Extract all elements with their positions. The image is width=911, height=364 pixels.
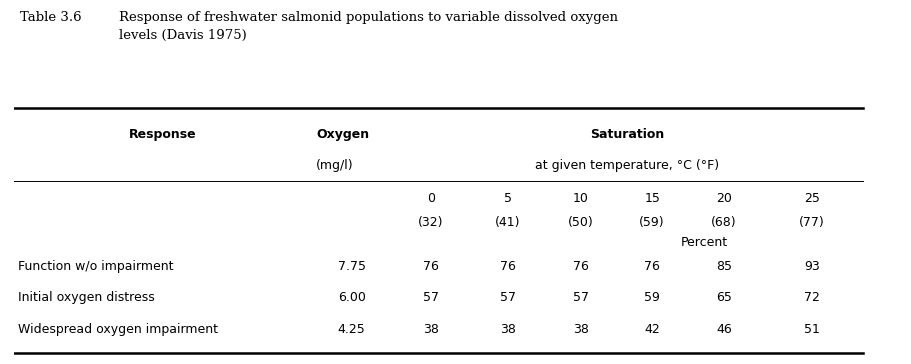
Text: 76: 76: [499, 260, 515, 273]
Text: (77): (77): [798, 215, 824, 229]
Text: 0: 0: [426, 192, 435, 205]
Text: Oxygen: Oxygen: [316, 128, 369, 141]
Text: Widespread oxygen impairment: Widespread oxygen impairment: [18, 323, 218, 336]
Text: Saturation: Saturation: [589, 128, 663, 141]
Text: 46: 46: [715, 323, 732, 336]
Text: (mg/l): (mg/l): [316, 159, 353, 172]
Text: 72: 72: [803, 290, 819, 304]
Text: at given temperature, °C (°F): at given temperature, °C (°F): [535, 159, 719, 172]
Text: 57: 57: [572, 290, 589, 304]
Text: 6.00: 6.00: [337, 290, 365, 304]
Text: (59): (59): [639, 215, 664, 229]
Text: Percent: Percent: [680, 236, 727, 249]
Text: 93: 93: [803, 260, 819, 273]
Text: (32): (32): [417, 215, 443, 229]
Text: 7.75: 7.75: [337, 260, 365, 273]
Text: Response: Response: [128, 128, 196, 141]
Text: 25: 25: [803, 192, 819, 205]
Text: 59: 59: [643, 290, 660, 304]
Text: 57: 57: [499, 290, 515, 304]
Text: 38: 38: [572, 323, 589, 336]
Text: 20: 20: [715, 192, 732, 205]
Text: 76: 76: [643, 260, 660, 273]
Text: 51: 51: [803, 323, 819, 336]
Text: 10: 10: [572, 192, 589, 205]
Text: 57: 57: [423, 290, 438, 304]
Text: 4.25: 4.25: [337, 323, 365, 336]
Text: 15: 15: [643, 192, 660, 205]
Text: Function w/o impairment: Function w/o impairment: [18, 260, 173, 273]
Text: 38: 38: [423, 323, 438, 336]
Text: 85: 85: [715, 260, 732, 273]
Text: 65: 65: [715, 290, 732, 304]
Text: Table 3.6: Table 3.6: [20, 11, 82, 24]
Text: 38: 38: [499, 323, 515, 336]
Text: 5: 5: [503, 192, 511, 205]
Text: 76: 76: [572, 260, 589, 273]
Text: 76: 76: [423, 260, 438, 273]
Text: 42: 42: [643, 323, 660, 336]
Text: (68): (68): [711, 215, 736, 229]
Text: (50): (50): [568, 215, 593, 229]
Text: Response of freshwater salmonid populations to variable dissolved oxygen
levels : Response of freshwater salmonid populati…: [118, 11, 617, 42]
Text: (41): (41): [495, 215, 520, 229]
Text: Initial oxygen distress: Initial oxygen distress: [18, 290, 155, 304]
